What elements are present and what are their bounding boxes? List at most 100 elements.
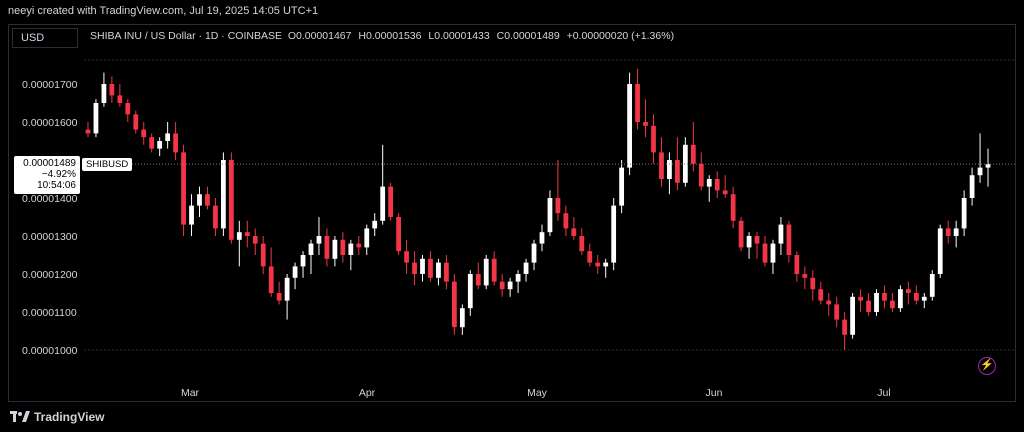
candle-body bbox=[436, 262, 441, 278]
last-price-change: −4.92% bbox=[41, 169, 76, 181]
candle-body bbox=[189, 205, 194, 225]
candle-body bbox=[451, 281, 457, 328]
candle-body bbox=[794, 255, 800, 274]
candle-body bbox=[300, 255, 306, 267]
candle-body bbox=[244, 232, 250, 236]
x-tick-label: May bbox=[527, 387, 548, 399]
candle-body bbox=[738, 220, 744, 248]
candle-body bbox=[125, 103, 131, 115]
candle-body bbox=[252, 236, 258, 244]
tradingview-logo[interactable]: TradingView bbox=[10, 410, 104, 424]
candle-body bbox=[332, 239, 338, 259]
symbol-description: SHIBA INU / US Dollar · 1D · COINBASE bbox=[90, 30, 282, 42]
candle-body bbox=[308, 243, 314, 255]
candle-body bbox=[356, 243, 362, 248]
candle-body bbox=[149, 137, 155, 149]
lightning-icon[interactable]: ⚡ bbox=[978, 357, 996, 375]
close-label: C bbox=[496, 30, 505, 42]
candle-body bbox=[444, 262, 449, 282]
candle-body bbox=[412, 262, 417, 274]
candle-body bbox=[483, 258, 489, 286]
candle-body bbox=[141, 129, 147, 138]
candle-body bbox=[93, 103, 99, 134]
candle-body bbox=[547, 198, 553, 233]
candle-body bbox=[882, 293, 887, 301]
symbol-tag: SHIBUSD bbox=[82, 158, 133, 172]
last-price-label: 0.00001489 −4.92% 10:54:06 bbox=[14, 156, 80, 195]
candle-body bbox=[236, 232, 242, 240]
candle-body bbox=[890, 300, 895, 309]
tradingview-brand: TradingView bbox=[34, 410, 105, 424]
candle-body bbox=[388, 186, 394, 217]
candle-body bbox=[810, 277, 816, 290]
high-value: 0.00001536 bbox=[365, 30, 422, 42]
candle-body bbox=[523, 262, 529, 274]
open-value: 0.00001467 bbox=[295, 30, 352, 42]
candle-body bbox=[921, 296, 927, 301]
candle-body bbox=[937, 228, 943, 274]
candle-body bbox=[730, 194, 736, 221]
candle-body bbox=[953, 228, 959, 236]
candle-body bbox=[109, 84, 115, 96]
y-tick-label: 0.00001100 bbox=[22, 307, 77, 319]
y-tick-label: 0.00001300 bbox=[22, 231, 78, 243]
candle-body bbox=[722, 190, 728, 195]
candle-body bbox=[619, 167, 625, 206]
candle-body bbox=[595, 262, 601, 267]
candle-body bbox=[213, 205, 218, 229]
candle-body bbox=[316, 236, 322, 244]
candle-body bbox=[157, 141, 163, 149]
candle-body bbox=[826, 300, 832, 305]
candle-body bbox=[459, 308, 465, 328]
candle-body bbox=[866, 300, 871, 312]
candle-body bbox=[284, 277, 290, 301]
candle-body bbox=[929, 274, 935, 297]
candle-body bbox=[985, 164, 991, 168]
candle-body bbox=[682, 144, 688, 183]
candle-body bbox=[635, 84, 640, 122]
y-tick-label: 0.00001700 bbox=[22, 79, 78, 91]
candle-body bbox=[706, 179, 712, 187]
currency-button[interactable]: USD bbox=[12, 28, 78, 48]
candle-body bbox=[874, 293, 879, 312]
candle-body bbox=[531, 243, 537, 263]
chart-attribution: neeyi created with TradingView.com, Jul … bbox=[8, 5, 319, 17]
candle-body bbox=[898, 289, 903, 309]
candle-body bbox=[627, 84, 632, 168]
low-value: 0.00001433 bbox=[434, 30, 490, 42]
candle-body bbox=[858, 296, 863, 301]
candle-body bbox=[961, 198, 967, 229]
y-tick-label: 0.00001200 bbox=[22, 269, 78, 281]
candle-body bbox=[818, 289, 824, 301]
candle-body bbox=[539, 232, 545, 244]
candle-body bbox=[762, 243, 768, 263]
candle-body bbox=[507, 281, 513, 290]
candle-body bbox=[181, 152, 186, 225]
candle-body bbox=[842, 319, 848, 335]
candle-body bbox=[117, 95, 123, 103]
last-price: 0.00001489 bbox=[23, 158, 76, 170]
candle-body bbox=[913, 293, 919, 301]
candle-body bbox=[268, 266, 274, 293]
candle-body bbox=[324, 236, 330, 259]
candle-body bbox=[515, 274, 521, 282]
candle-body bbox=[778, 224, 784, 244]
bar-countdown: 10:54:06 bbox=[37, 180, 76, 192]
candle-body bbox=[228, 160, 234, 240]
candle-body bbox=[667, 160, 672, 179]
candle-body bbox=[396, 217, 402, 252]
x-tick-label: Apr bbox=[359, 387, 376, 399]
x-tick-label: Mar bbox=[181, 387, 200, 399]
candle-body bbox=[467, 274, 473, 309]
candle-body bbox=[579, 236, 585, 252]
candle-body bbox=[786, 224, 792, 255]
candle-body bbox=[563, 213, 569, 229]
candle-body bbox=[428, 258, 433, 278]
y-tick-label: 0.00001000 bbox=[22, 345, 78, 357]
candle-body bbox=[770, 243, 776, 263]
candle-body bbox=[260, 243, 266, 267]
candle-body bbox=[587, 251, 593, 263]
open-label: O bbox=[287, 30, 296, 42]
low-label: L bbox=[428, 30, 435, 42]
